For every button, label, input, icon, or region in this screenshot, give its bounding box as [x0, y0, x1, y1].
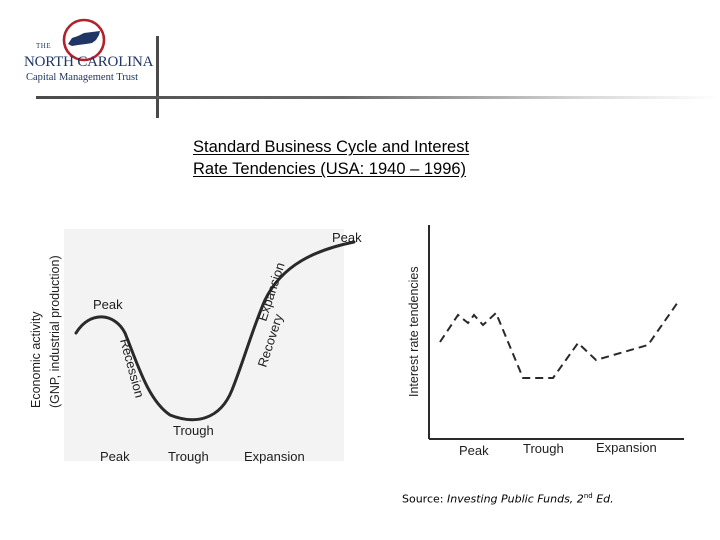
source-ordinal-suffix: nd	[583, 492, 593, 500]
x-label-peak: Peak	[100, 449, 130, 464]
x-label-trough: Trough	[168, 449, 209, 464]
horizontal-divider	[36, 96, 720, 99]
right-x-label-trough: Trough	[523, 441, 564, 456]
vertical-divider	[156, 36, 159, 118]
interest-rate-figure: Interest rate tendencies Peak Trough Exp…	[398, 215, 690, 463]
slide-title: Standard Business Cycle and Interest Rat…	[193, 136, 469, 180]
right-y-axis-label: Interest rate tendencies	[407, 266, 421, 397]
north-carolina-seal-icon	[62, 18, 106, 62]
source-book-title: Investing Public Funds, 2	[446, 492, 584, 506]
source-citation: Source: Investing Public Funds, 2nd Ed.	[402, 492, 614, 506]
title-line-1: Standard Business Cycle and Interest	[193, 138, 470, 156]
x-label-expansion: Expansion	[244, 449, 305, 464]
business-cycle-curve	[74, 240, 356, 422]
y-axis-label-line-2: (GNP, industrial production)	[48, 255, 62, 408]
y-axis-label-line-1: Economic activity	[29, 311, 43, 408]
source-prefix: Source:	[402, 492, 447, 506]
interest-rate-dashed-line	[439, 301, 679, 379]
label-peak-left: Peak	[93, 297, 123, 312]
logo-capital-management-trust: Capital Management Trust	[26, 72, 138, 83]
chart-scan-background	[64, 229, 344, 461]
source-edition: Ed.	[592, 492, 614, 506]
label-peak-top: Peak	[332, 230, 362, 245]
org-logo: THE NORTH CAROLINA Capital Management Tr…	[22, 14, 154, 84]
label-trough: Trough	[173, 423, 214, 438]
business-cycle-figure: Economic activity (GNP, industrial produ…	[20, 215, 370, 470]
title-line-2: Rate Tendencies (USA: 1940 – 1996)	[193, 160, 467, 178]
right-x-label-expansion: Expansion	[596, 440, 657, 455]
logo-north-carolina: NORTH CAROLINA	[24, 54, 154, 70]
logo-the: THE	[36, 42, 52, 50]
right-x-label-peak: Peak	[459, 443, 489, 458]
